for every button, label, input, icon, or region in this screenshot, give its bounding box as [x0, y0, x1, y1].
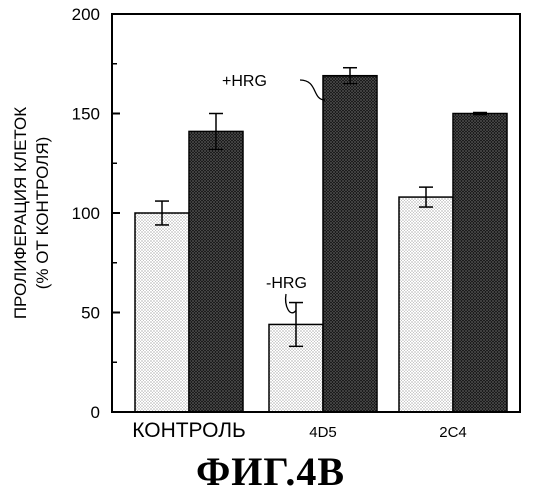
annotation-plus-hrg: +HRG — [222, 73, 267, 90]
x-tick-label: 2C4 — [439, 424, 467, 441]
y-tick-label: 200 — [72, 5, 100, 24]
y-tick-label: 0 — [91, 403, 100, 422]
y-tick-label: 100 — [72, 204, 100, 223]
x-axis-tick-labels: КОНТРОЛЬ 4D5 2C4 — [132, 419, 467, 442]
y-tick-label: 50 — [81, 304, 100, 323]
bar-minus-hrg — [399, 197, 453, 412]
bar-plus-hrg — [323, 76, 377, 412]
annotation-leader-minus-hrg — [286, 294, 296, 313]
annotation-minus-hrg: -HRG — [266, 275, 307, 292]
bar-plus-hrg — [453, 114, 507, 413]
annotation-leader-plus-hrg — [300, 80, 325, 100]
bar-plus-hrg — [189, 131, 243, 412]
y-axis-label: ПРОЛИФЕРАЦИЯ КЛЕТОК(% ОТ КОНТРОЛЯ) — [11, 107, 52, 319]
x-tick-label: КОНТРОЛЬ — [132, 419, 246, 442]
y-axis-label-line: ПРОЛИФЕРАЦИЯ КЛЕТОК — [11, 107, 30, 319]
y-axis-label-line: (% ОТ КОНТРОЛЯ) — [33, 137, 52, 290]
bar-minus-hrg — [135, 213, 189, 412]
bars — [135, 76, 507, 412]
figure-caption: ФИГ.4В — [0, 448, 541, 495]
x-tick-label: 4D5 — [309, 424, 337, 441]
y-tick-label: 150 — [72, 105, 100, 124]
bar-chart: ПРОЛИФЕРАЦИЯ КЛЕТОК(% ОТ КОНТРОЛЯ) 0 50 10… — [0, 0, 541, 445]
